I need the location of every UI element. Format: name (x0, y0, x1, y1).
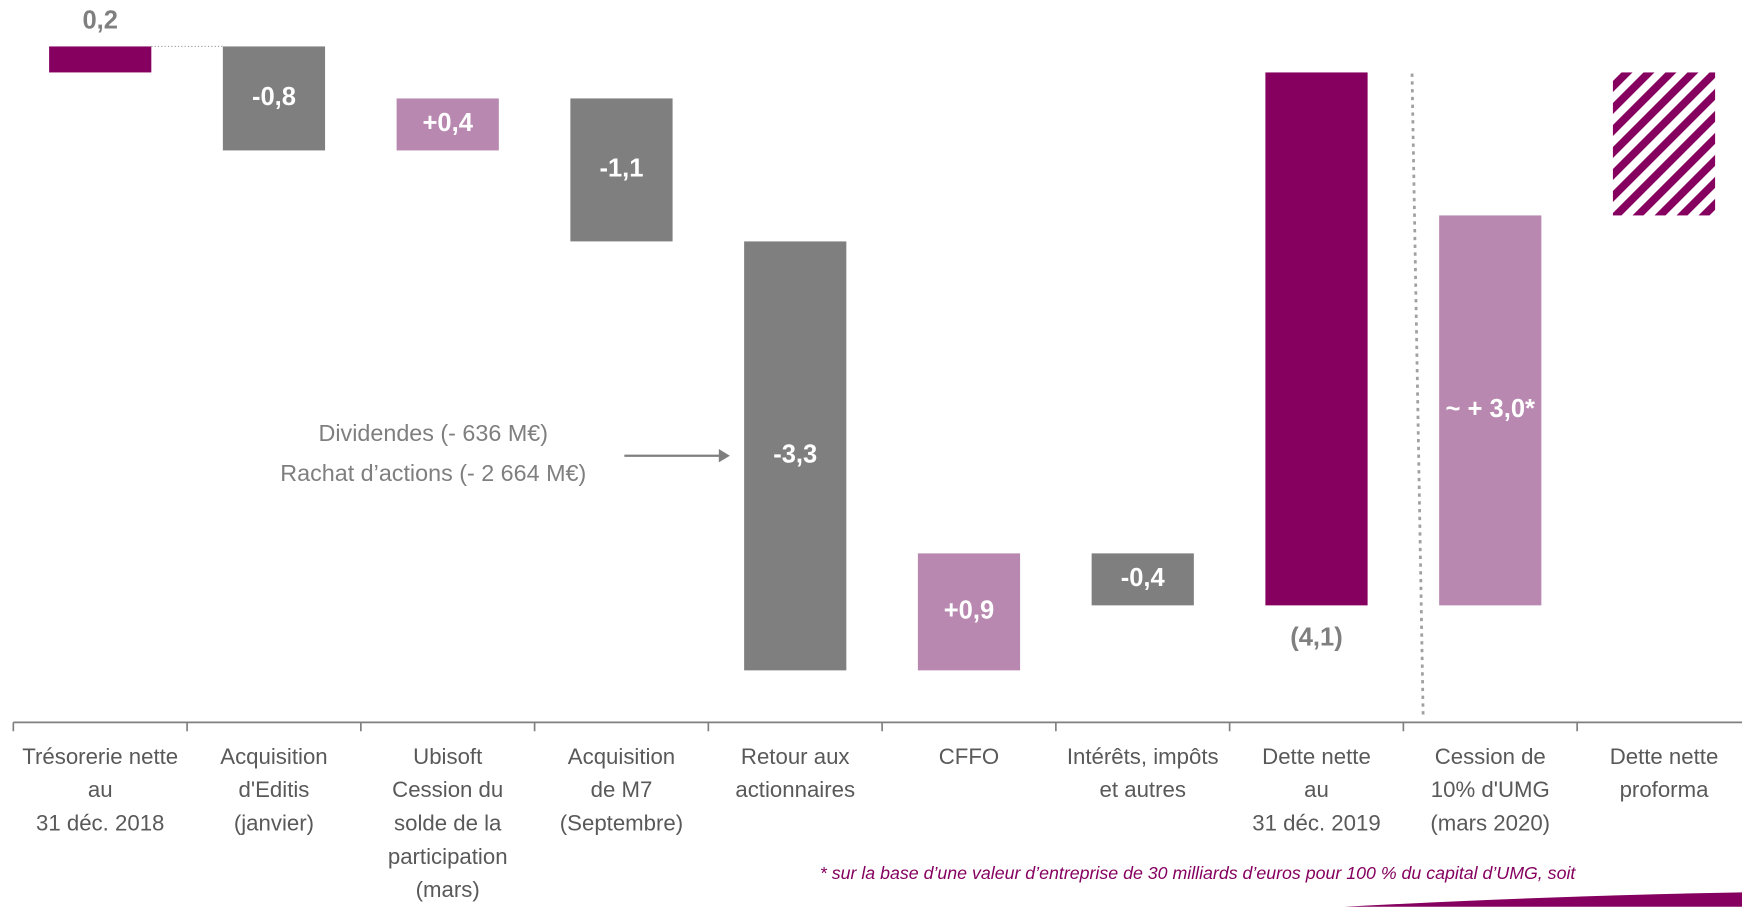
bar (570, 98, 673, 242)
x-tick-label: Retour aux actionnaires (735, 744, 855, 802)
x-tick-label: CFFO (939, 744, 999, 769)
bar (1091, 553, 1194, 606)
bar (744, 241, 847, 671)
x-tick-label: Acquisition de M7 (Septembre) (560, 744, 683, 836)
bar (1612, 72, 1716, 216)
arrow-head (718, 449, 730, 463)
separator (1410, 73, 1425, 717)
x-tick-label: Cession de 10% d'UMG (mars 2020) (1430, 744, 1550, 836)
annotation: Rachat d’actions (- 2 664 M€) (280, 460, 586, 486)
value-label: (4,1) (1290, 623, 1343, 651)
bar (917, 553, 1021, 671)
value-label: -0,4 (1121, 564, 1166, 592)
value-label: 0,2 (82, 7, 118, 35)
x-tick-label: Acquisition d'Editis (janvier) (220, 744, 327, 836)
value-label: -0,8 (252, 83, 296, 111)
annotation: Dividendes (- 636 M€) (319, 420, 548, 446)
bar (222, 46, 326, 151)
value-label: +0,9 (944, 597, 994, 625)
bar (49, 46, 152, 73)
value-label: -3,3 (773, 441, 817, 469)
decoration (1344, 892, 1742, 907)
x-tick-label: Dette nette proforma (1610, 744, 1719, 802)
value-label: ~ + 3,0* (1446, 395, 1536, 423)
bar (1439, 215, 1542, 606)
bar (1265, 72, 1368, 606)
x-tick-label: Trésorerie nette au 31 déc. 2018 (22, 744, 178, 836)
value-label: -1,1 (599, 155, 643, 183)
footnote: * sur la base d’une valeur d’entreprise … (820, 863, 1577, 883)
x-tick-label: Intérêts, impôts et autres (1067, 744, 1219, 802)
x-tick-label: Dette nette au 31 déc. 2019 (1252, 744, 1380, 836)
x-tick-label: Ubisoft Cession du solde de la participatio… (388, 744, 508, 902)
bar (396, 98, 499, 151)
value-label: +0,4 (423, 109, 474, 137)
